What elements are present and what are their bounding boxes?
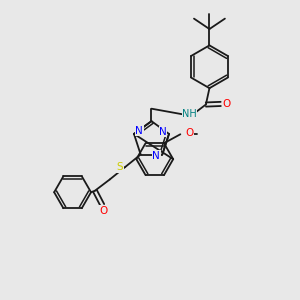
Text: N: N xyxy=(152,151,160,161)
Text: O: O xyxy=(99,206,107,216)
Text: NH: NH xyxy=(182,109,197,119)
Text: N: N xyxy=(159,127,167,136)
Text: O: O xyxy=(223,99,231,109)
Text: S: S xyxy=(116,162,123,172)
Text: N: N xyxy=(135,126,143,136)
Text: O: O xyxy=(186,128,194,138)
